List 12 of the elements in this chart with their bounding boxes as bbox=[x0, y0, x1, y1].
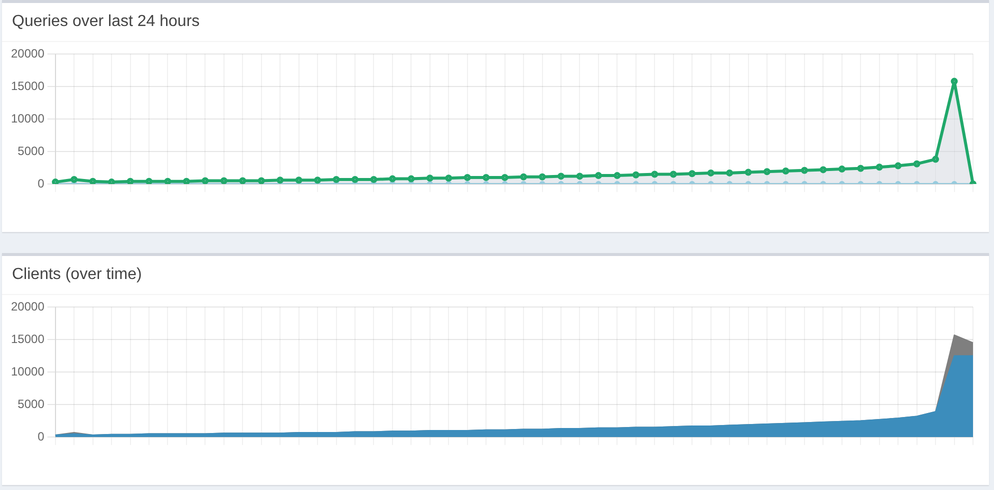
y-tick-label: 15000 bbox=[10, 78, 45, 93]
chart-title: Queries over last 24 hours bbox=[2, 3, 989, 42]
chart-title: Clients (over time) bbox=[2, 256, 989, 295]
y-tick-label: 20000 bbox=[10, 46, 45, 60]
y-tick-label: 0 bbox=[38, 176, 45, 190]
y-tick-label: 20000 bbox=[10, 299, 45, 314]
y-tick-label: 10000 bbox=[10, 364, 45, 378]
y-tick-label: 5000 bbox=[18, 144, 45, 158]
y-tick-label: 5000 bbox=[18, 396, 45, 411]
y-tick-label: 0 bbox=[38, 429, 45, 444]
y-tick-label: 10000 bbox=[10, 111, 45, 126]
y-tick-label: 15000 bbox=[10, 332, 45, 346]
